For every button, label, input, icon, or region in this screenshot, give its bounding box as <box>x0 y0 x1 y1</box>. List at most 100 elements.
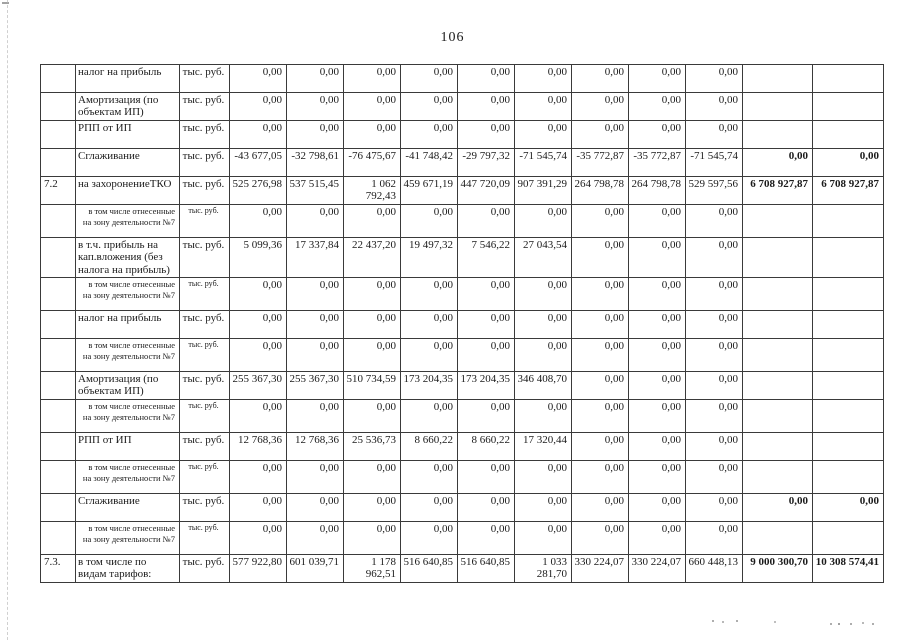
value-cell: 0,00 <box>685 370 743 400</box>
row-number-cell <box>40 120 76 149</box>
total-cell-2 <box>812 520 884 555</box>
value-cell: 601 039,71 <box>286 553 344 583</box>
value-cell: 0,00 <box>343 520 401 555</box>
value-cell: 0,00 <box>343 309 401 339</box>
value-cell: 0,00 <box>400 204 458 238</box>
row-unit-cell: тыс. руб. <box>179 148 230 177</box>
value-cell: 0,00 <box>628 398 686 433</box>
table-row: в том числе отнесенные на зону деятельно… <box>40 204 884 238</box>
value-cell: 0,00 <box>343 492 401 522</box>
total-cell-2 <box>812 237 884 278</box>
row-label-cell: в том числе отнесенные на зону деятельно… <box>75 398 180 433</box>
value-cell: 12 768,36 <box>286 431 344 461</box>
row-label-cell: налог на прибыль <box>75 309 180 339</box>
row-number-cell <box>40 276 76 311</box>
row-label-cell: РПП от ИП <box>75 431 180 461</box>
value-cell: 25 536,73 <box>343 431 401 461</box>
value-cell: 0,00 <box>286 309 344 339</box>
row-unit-cell: тыс. руб. <box>179 370 230 400</box>
value-cell: 0,00 <box>514 276 572 311</box>
row-unit-cell: тыс. руб. <box>179 553 230 583</box>
table-row: Сглаживание тыс. руб. -43 677,05 -32 798,61… <box>40 148 884 177</box>
value-cell: 0,00 <box>457 520 515 555</box>
value-cell: 0,00 <box>685 204 743 238</box>
value-cell: 1 062 792,43 <box>343 176 401 205</box>
value-cell: 0,00 <box>571 370 629 400</box>
tariff-cost-table-body: налог на прибыль тыс. руб. 0,00 0,00 0,00 0,0… <box>40 64 884 583</box>
value-cell: 447 720,09 <box>457 176 515 205</box>
value-cell: 0,00 <box>571 337 629 372</box>
value-cell: 0,00 <box>685 337 743 372</box>
value-cell: 0,00 <box>286 92 344 121</box>
value-cell: 0,00 <box>628 520 686 555</box>
row-unit-cell: тыс. руб. <box>179 459 230 494</box>
value-cell: 17 337,84 <box>286 237 344 278</box>
row-label-cell: в том числе отнесенные на зону деятельно… <box>75 276 180 311</box>
value-cell: 0,00 <box>514 309 572 339</box>
tariff-cost-table: налог на прибыль тыс. руб. 0,00 0,00 0,00 0,0… <box>40 64 884 583</box>
value-cell: 0,00 <box>286 459 344 494</box>
row-number-cell <box>40 204 76 238</box>
value-cell: 0,00 <box>628 309 686 339</box>
row-unit-cell: тыс. руб. <box>179 204 230 238</box>
table-row: налог на прибыль тыс. руб. 0,00 0,00 0,00 0,0… <box>40 64 884 93</box>
total-cell-1 <box>742 337 813 372</box>
value-cell: 0,00 <box>229 337 287 372</box>
value-cell: 22 437,20 <box>343 237 401 278</box>
row-label-cell: Амортизация (по объектам ИП) <box>75 92 180 121</box>
value-cell: 0,00 <box>286 64 344 93</box>
row-label-cell: налог на прибыль <box>75 64 180 93</box>
value-cell: 0,00 <box>685 492 743 522</box>
row-number-cell <box>40 398 76 433</box>
total-cell-2: 6 708 927,87 <box>812 176 884 205</box>
table-row: Сглаживание тыс. руб. 0,00 0,00 0,00 0,00 0,00… <box>40 492 884 522</box>
value-cell: 0,00 <box>286 337 344 372</box>
value-cell: 0,00 <box>628 92 686 121</box>
total-cell-1: 9 000 300,70 <box>742 553 813 583</box>
value-cell: 0,00 <box>571 92 629 121</box>
value-cell: 0,00 <box>628 431 686 461</box>
value-cell: 0,00 <box>457 276 515 311</box>
total-cell-2 <box>812 92 884 121</box>
total-cell-2 <box>812 204 884 238</box>
row-number-cell <box>40 337 76 372</box>
value-cell: 0,00 <box>229 459 287 494</box>
table-row: 7.3. в том числе по видам тарифов: тыс. ру… <box>40 553 884 583</box>
total-cell-1 <box>742 204 813 238</box>
value-cell: 0,00 <box>457 64 515 93</box>
total-cell-2 <box>812 398 884 433</box>
row-number-cell <box>40 370 76 400</box>
total-cell-1 <box>742 520 813 555</box>
value-cell: 346 408,70 <box>514 370 572 400</box>
table-row: налог на прибыль тыс. руб. 0,00 0,00 0,00 0,0… <box>40 309 884 339</box>
value-cell: 0,00 <box>229 276 287 311</box>
value-cell: 0,00 <box>343 276 401 311</box>
total-cell-2 <box>812 120 884 149</box>
value-cell: 173 204,35 <box>457 370 515 400</box>
table-row: в т.ч. прибыль на кап.вложения (без нало… <box>40 237 884 278</box>
value-cell: 0,00 <box>514 337 572 372</box>
value-cell: 577 922,80 <box>229 553 287 583</box>
value-cell: 516 640,85 <box>457 553 515 583</box>
total-cell-1 <box>742 309 813 339</box>
row-label-cell: Сглаживание <box>75 492 180 522</box>
total-cell-2 <box>812 276 884 311</box>
value-cell: 0,00 <box>343 120 401 149</box>
total-cell-2: 0,00 <box>812 492 884 522</box>
value-cell: 0,00 <box>229 120 287 149</box>
row-unit-cell: тыс. руб. <box>179 92 230 121</box>
value-cell: 0,00 <box>343 459 401 494</box>
value-cell: 0,00 <box>229 520 287 555</box>
value-cell: 0,00 <box>628 64 686 93</box>
value-cell: 0,00 <box>571 120 629 149</box>
scan-artifact-specks <box>712 620 714 622</box>
row-number-cell <box>40 64 76 93</box>
value-cell: 255 367,30 <box>229 370 287 400</box>
value-cell: 0,00 <box>229 64 287 93</box>
value-cell: -71 545,74 <box>685 148 743 177</box>
value-cell: 0,00 <box>400 492 458 522</box>
value-cell: 0,00 <box>514 64 572 93</box>
row-label-cell: на захоронениеТКО <box>75 176 180 205</box>
total-cell-2 <box>812 370 884 400</box>
value-cell: 0,00 <box>685 431 743 461</box>
